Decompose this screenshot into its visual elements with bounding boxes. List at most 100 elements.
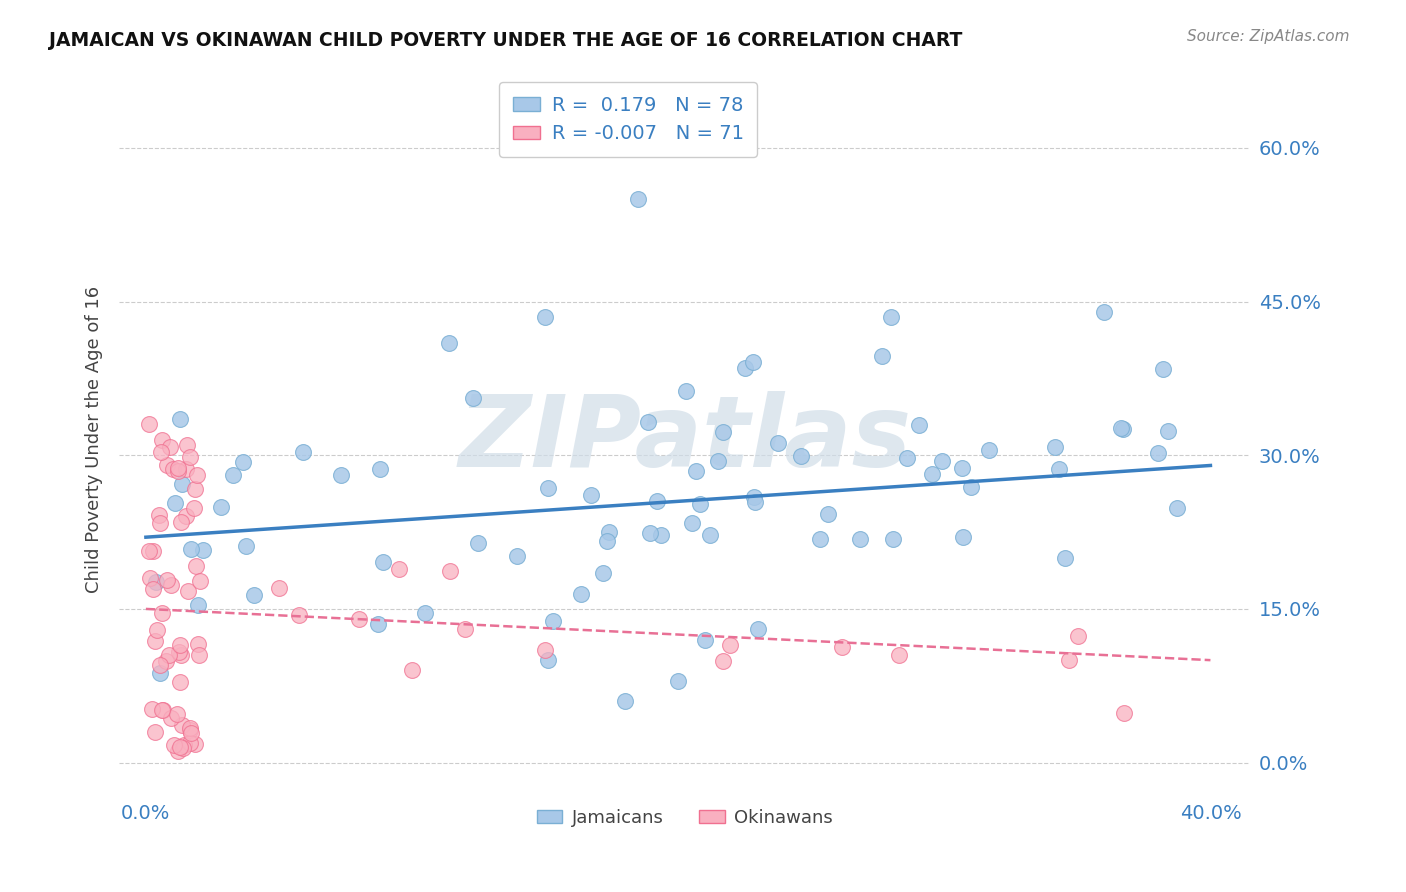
Point (138, 417, 160, 432)
Point (222, 467, 245, 482)
Point (146, 623, 169, 637)
Point (159, 577, 181, 591)
Point (742, 490, 765, 504)
Point (908, 418, 931, 433)
Point (1157, 424, 1180, 438)
Point (186, 468, 208, 483)
Point (413, 606, 436, 620)
Point (177, 583, 200, 598)
Point (167, 645, 190, 659)
Point (880, 310, 903, 324)
Point (169, 638, 191, 652)
Point (439, 564, 461, 578)
Point (157, 648, 180, 663)
Point (187, 648, 209, 662)
Point (817, 508, 839, 522)
Point (141, 701, 163, 715)
Point (437, 336, 460, 351)
Point (150, 703, 173, 717)
Point (1054, 551, 1077, 566)
Point (681, 516, 703, 530)
Point (167, 460, 190, 475)
Point (870, 349, 893, 363)
Point (329, 468, 352, 483)
Point (534, 310, 557, 324)
Point (627, 192, 650, 206)
Point (187, 637, 209, 651)
Point (637, 415, 659, 429)
Point (368, 462, 391, 476)
Point (537, 653, 560, 667)
Point (849, 532, 872, 546)
Point (1146, 446, 1168, 460)
Point (143, 725, 166, 739)
Point (149, 665, 172, 680)
Point (172, 477, 194, 491)
Point (1166, 500, 1188, 515)
Point (180, 541, 202, 556)
Point (461, 391, 484, 405)
Point (288, 608, 311, 623)
Point (467, 535, 489, 549)
Point (155, 654, 177, 668)
Point (143, 634, 166, 648)
Point (675, 384, 697, 399)
Point (179, 721, 201, 735)
Point (169, 675, 191, 690)
Point (174, 508, 197, 523)
Point (209, 500, 232, 514)
Legend: Jamaicans, Okinawans: Jamaicans, Okinawans (530, 801, 839, 834)
Point (952, 530, 974, 544)
Point (766, 436, 789, 450)
Point (1043, 440, 1066, 454)
Point (174, 462, 197, 476)
Point (159, 441, 181, 455)
Point (179, 450, 201, 465)
Point (666, 673, 689, 688)
Point (1152, 362, 1174, 376)
Point (707, 453, 730, 467)
Point (960, 480, 983, 494)
Point (162, 462, 184, 476)
Point (921, 467, 943, 482)
Point (186, 559, 208, 574)
Point (887, 648, 910, 662)
Point (579, 488, 602, 502)
Point (176, 438, 198, 452)
Point (693, 633, 716, 648)
Point (808, 532, 831, 546)
Point (166, 706, 188, 721)
Point (167, 464, 190, 478)
Point (689, 497, 711, 511)
Point (169, 740, 191, 755)
Point (179, 723, 201, 737)
Point (267, 582, 290, 596)
Point (138, 544, 160, 558)
Point (169, 412, 191, 426)
Point (347, 612, 370, 626)
Text: JAMAICAN VS OKINAWAN CHILD POVERTY UNDER THE AGE OF 16 CORRELATION CHART: JAMAICAN VS OKINAWAN CHILD POVERTY UNDER… (49, 31, 963, 50)
Point (183, 500, 205, 515)
Point (685, 465, 707, 479)
Point (650, 528, 672, 542)
Point (742, 355, 765, 369)
Point (1112, 422, 1135, 436)
Point (152, 703, 174, 717)
Point (172, 717, 194, 731)
Point (711, 654, 734, 668)
Point (571, 587, 593, 601)
Point (388, 562, 411, 576)
Point (156, 458, 179, 473)
Point (150, 606, 173, 620)
Point (167, 744, 190, 758)
Point (790, 449, 813, 463)
Point (170, 648, 193, 662)
Point (534, 643, 557, 657)
Point (645, 494, 668, 508)
Point (170, 516, 193, 530)
Point (173, 739, 195, 753)
Point (454, 623, 477, 637)
Point (148, 508, 170, 523)
Point (401, 663, 423, 677)
Point (613, 694, 636, 708)
